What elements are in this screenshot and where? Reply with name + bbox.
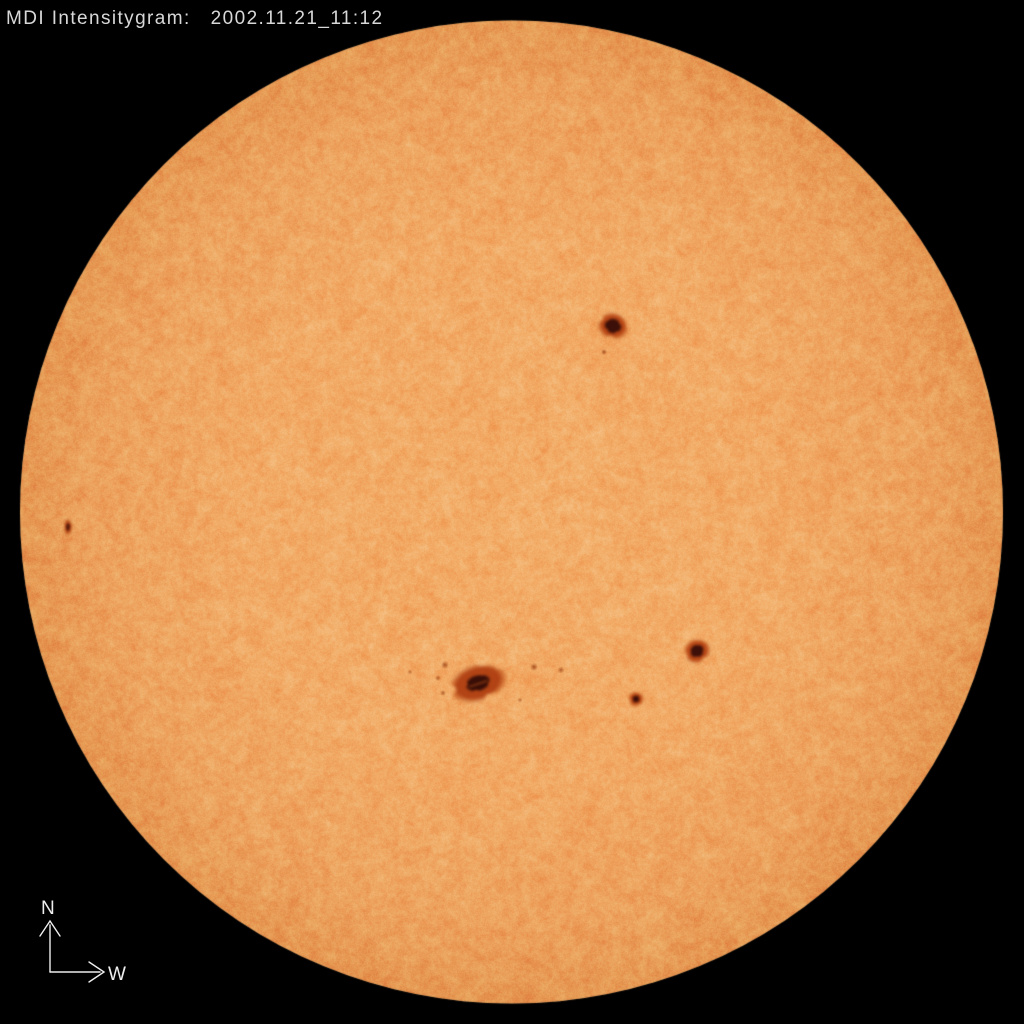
svg-text:N: N: [41, 898, 55, 919]
svg-text:W: W: [108, 964, 126, 985]
